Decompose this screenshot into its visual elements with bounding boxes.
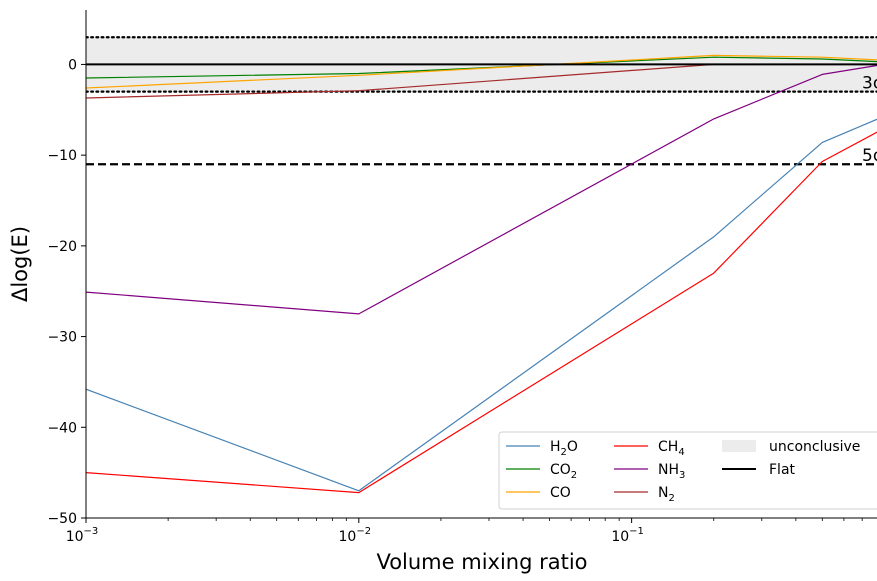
reference-label-3σ: 3σ (862, 74, 877, 94)
y-tick-label: −50 (47, 511, 77, 527)
x-axis-label: Volume mixing ratio (376, 550, 587, 574)
y-tick-label: 0 (68, 57, 77, 73)
legend-swatch-unconclusive (722, 440, 756, 452)
legend-box (498, 431, 877, 510)
series-line-NH3 (86, 64, 877, 315)
y-tick-label: −30 (47, 330, 77, 346)
legend: H2O CO2 CO CH4 NH3 N2 unconclusive Flat (498, 431, 877, 510)
series-line-CH4 (86, 131, 877, 494)
legend-label-CO2: CO2 (550, 462, 577, 481)
series-line-CO2 (86, 56, 877, 79)
legend-label-CH4: CH4 (658, 439, 685, 458)
series-line-H2O (86, 118, 877, 492)
legend-label-NH3: NH3 (658, 462, 685, 481)
y-axis-label: Δlog(E) (8, 226, 32, 302)
y-tick-label: −40 (47, 420, 77, 436)
x-tick-label: 10−2 (339, 526, 372, 545)
x-tick-label: 10−1 (611, 526, 644, 545)
x-tick-label: 10−3 (66, 526, 99, 545)
reference-labels: 3σ 5σ (862, 74, 877, 167)
legend-label-CO: CO (550, 485, 571, 501)
series-lines (86, 54, 877, 494)
legend-label-flat: Flat (769, 462, 796, 478)
y-tick-label: −10 (47, 148, 77, 164)
reference-lines (86, 36, 877, 166)
y-tick-label: −20 (47, 239, 77, 255)
series-line-CO (86, 54, 877, 89)
reference-label-5σ: 5σ (862, 146, 877, 166)
legend-label-unconclusive: unconclusive (769, 439, 860, 455)
legend-label-N2: N2 (658, 485, 675, 504)
legend-label-H2O: H2O (550, 439, 578, 458)
